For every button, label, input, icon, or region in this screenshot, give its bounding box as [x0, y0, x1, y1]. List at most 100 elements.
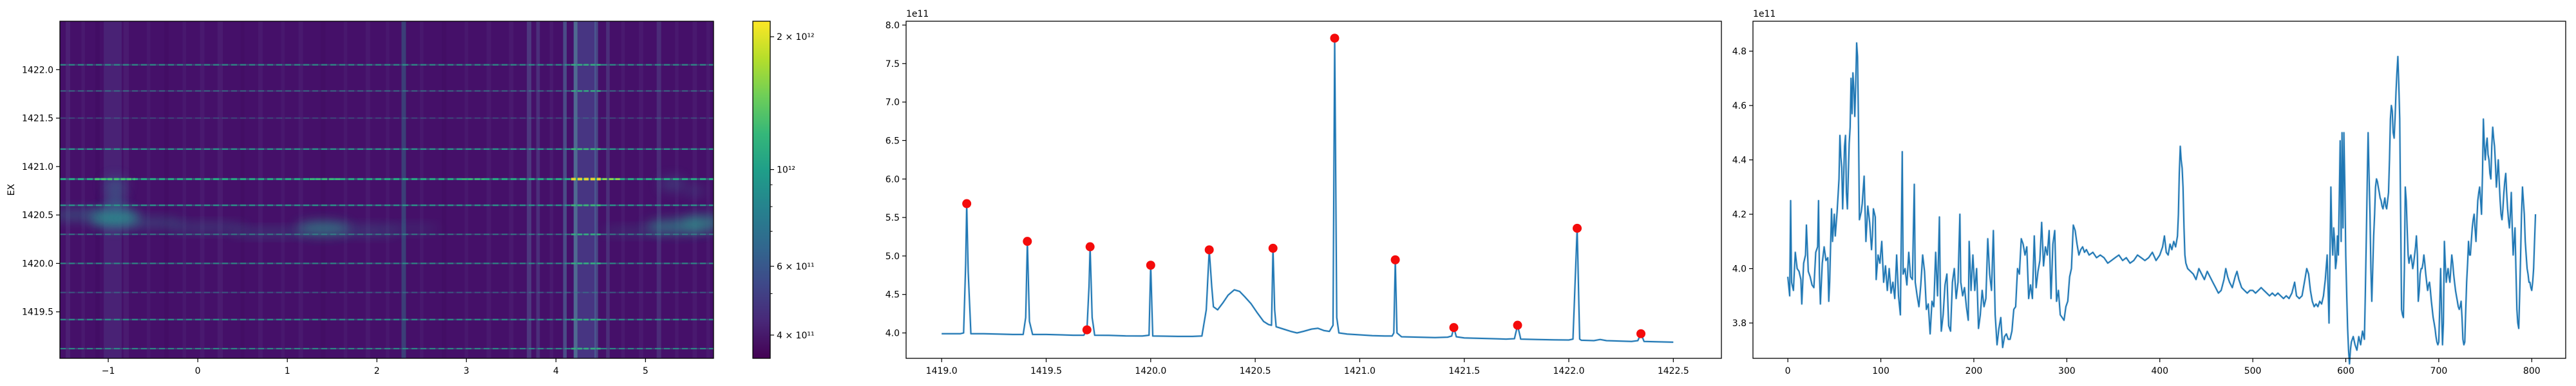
x-tick-label: 1421.5 [1448, 366, 1480, 376]
y-tick-label: 5.5 [886, 213, 900, 223]
peak-marker [1390, 255, 1400, 264]
colorbar-tick-label: 2 × 10¹² [777, 32, 815, 42]
y-tick-label: 5.0 [886, 252, 900, 262]
x-tick-label: −1 [102, 366, 115, 376]
y-tick-label: 1422.0 [22, 65, 53, 75]
vertical-stripe [419, 21, 424, 358]
y-tick-label: 3.8 [1732, 318, 1747, 329]
peak-marker [1023, 237, 1032, 246]
peak-marker [1146, 261, 1155, 270]
peaks-spectrum-line-halo [942, 37, 1674, 344]
x-tick-label: 300 [2058, 366, 2076, 376]
vertical-stripe [281, 21, 285, 358]
peak-marker [1204, 245, 1214, 255]
colorbar-tick-label: 4 × 10¹¹ [777, 331, 815, 341]
x-tick-label: 1 [285, 366, 290, 376]
y-tick-label: 1419.5 [22, 308, 53, 318]
y-tick-label: 4.0 [1732, 264, 1747, 275]
peak-marker [1085, 242, 1095, 252]
x-tick-label: 0 [195, 366, 201, 376]
y-tick-label: 4.6 [1732, 101, 1747, 111]
vertical-stripe [706, 21, 710, 358]
emission-blob [166, 223, 247, 232]
colorbar-frame [752, 21, 771, 359]
peaks-spectrum-line [942, 37, 1674, 343]
y-tick-label: 6.5 [886, 136, 900, 146]
vertical-stripe [536, 21, 540, 358]
peaks-spectrum-panel: 1419.0 1419.5 1420.0 1420.5 1421.0 1421.5 1422… [886, 9, 1722, 376]
emission-blob [106, 190, 125, 214]
vertical-stripe [164, 21, 169, 358]
vertical-stripe [146, 21, 151, 358]
y-tick-label: 7.0 [886, 98, 900, 108]
y-tick-label: 1420.0 [22, 259, 53, 269]
axis-offset-label: 1e11 [1753, 9, 1776, 19]
vertical-stripe [464, 21, 469, 358]
y-tick-label: 7.5 [886, 59, 900, 69]
axes-spines [1752, 21, 2566, 359]
vertical-stripe [217, 21, 223, 358]
emission-blob [684, 185, 706, 197]
x-tick-label: 100 [1872, 366, 1889, 376]
x-tick-label: 200 [1965, 366, 1983, 376]
peak-marker [1449, 323, 1459, 333]
emission-blob [121, 217, 185, 228]
vertical-stripe [182, 21, 187, 358]
emission-blob [659, 176, 686, 192]
emission-blob [296, 221, 350, 235]
peak-marker [1513, 320, 1522, 330]
vertical-stripe [509, 21, 514, 358]
peak-marker [1082, 325, 1092, 335]
heatmap-content [60, 21, 714, 358]
x-tick-label: 1422.5 [1658, 366, 1689, 376]
x-tick-label: 1419.0 [926, 366, 958, 376]
x-tick-label: 1420.0 [1135, 366, 1166, 376]
y-tick-label: 1421.0 [22, 162, 53, 172]
vertical-stripe [574, 21, 578, 358]
y-tick-label: 4.5 [886, 290, 900, 300]
y-tick-label: 1420.5 [22, 210, 53, 221]
heatmap-background [60, 21, 714, 358]
axes-spines [59, 21, 714, 359]
vertical-stripe [401, 21, 406, 358]
peak-marker [1330, 33, 1340, 43]
x-tick-label: 1420.5 [1240, 366, 1271, 376]
colorbar-tick-label: 6 × 10¹¹ [777, 262, 815, 272]
emission-blob [386, 225, 440, 233]
y-tick-label: 4.0 [886, 329, 900, 339]
vertical-stripe [621, 21, 625, 358]
vertical-stripe [549, 21, 554, 358]
vertical-stripe [386, 21, 390, 358]
vertical-stripe [258, 21, 263, 358]
axis-offset-label: 1e11 [906, 9, 929, 19]
vertical-stripe [638, 21, 643, 358]
y-tick-label: 6.0 [886, 174, 900, 185]
x-tick-label: 800 [2523, 366, 2541, 376]
vertical-stripe [563, 21, 567, 358]
vertical-stripe [298, 21, 303, 358]
y-tick-label: 8.0 [886, 21, 900, 31]
x-tick-label: 4 [553, 366, 559, 376]
timeseries-line [1787, 42, 2537, 365]
peak-marker [1573, 223, 1582, 233]
y-tick-label: 4.2 [1732, 210, 1747, 220]
vertical-stripe [656, 21, 661, 358]
emission-blob [104, 177, 128, 195]
x-tick-label: 1422.0 [1553, 366, 1585, 376]
vertical-stripe [606, 21, 610, 358]
vertical-stripe [527, 21, 532, 358]
peak-marker [1636, 329, 1646, 338]
emission-blob [681, 215, 714, 231]
vertical-stripe [66, 21, 70, 358]
x-tick-label: 0 [1785, 366, 1791, 376]
emission-blob [336, 225, 399, 235]
vertical-stripe [486, 21, 491, 358]
colorbar-tick-label: 10¹² [777, 165, 795, 176]
x-tick-label: 1421.0 [1344, 366, 1376, 376]
vertical-stripe [200, 21, 205, 358]
vertical-stripe [594, 21, 598, 358]
peak-marker [962, 199, 972, 208]
vertical-stripe [123, 21, 129, 358]
